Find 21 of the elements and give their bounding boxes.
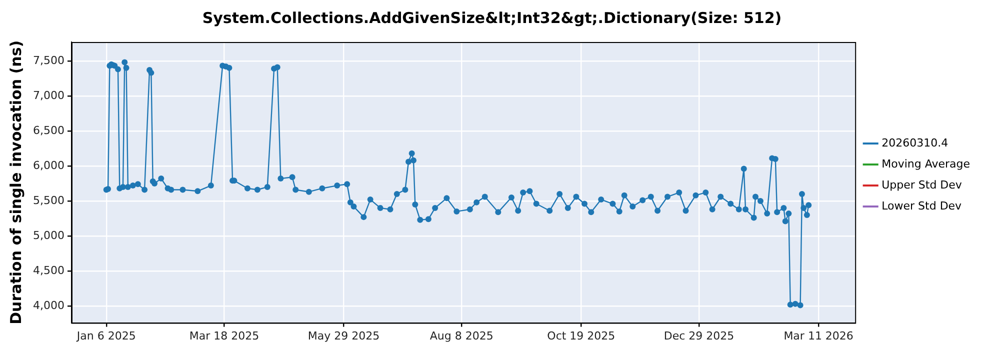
x-tick-label: Oct 19 2025 [547, 329, 616, 342]
x-tick-label: Dec 29 2025 [664, 329, 734, 342]
x-tick-label: Mar 18 2025 [189, 329, 260, 342]
legend-label: Lower Std Dev [882, 199, 962, 212]
y-tick-label: 4,500 [32, 264, 64, 277]
y-tick-label: 7,500 [32, 54, 64, 67]
legend-label: Moving Average [882, 157, 970, 170]
y-tick-label: 5,500 [32, 194, 64, 207]
x-tick-label: May 29 2025 [308, 329, 380, 342]
legend-label: 20260310.4 [882, 136, 948, 150]
y-tick-label: 7,000 [32, 88, 64, 102]
x-tick-label: Jan 6 2025 [76, 329, 136, 342]
y-tick-label: 6,000 [32, 158, 64, 172]
x-tick-label: Aug 8 2025 [430, 329, 494, 342]
legend-label: Upper Std Dev [882, 178, 962, 192]
y-axis-title: Duration of single invocation (ns) [6, 40, 25, 324]
y-tick-label: 6,500 [32, 124, 64, 137]
y-tick-label: 5,000 [32, 228, 64, 242]
y-tick-label: 4,000 [32, 298, 64, 312]
chart-title: System.Collections.AddGivenSize&lt;Int32&gt;.Dictionary(Size: 512) [202, 8, 782, 27]
x-tick-label: Mar 11 2026 [784, 329, 854, 342]
